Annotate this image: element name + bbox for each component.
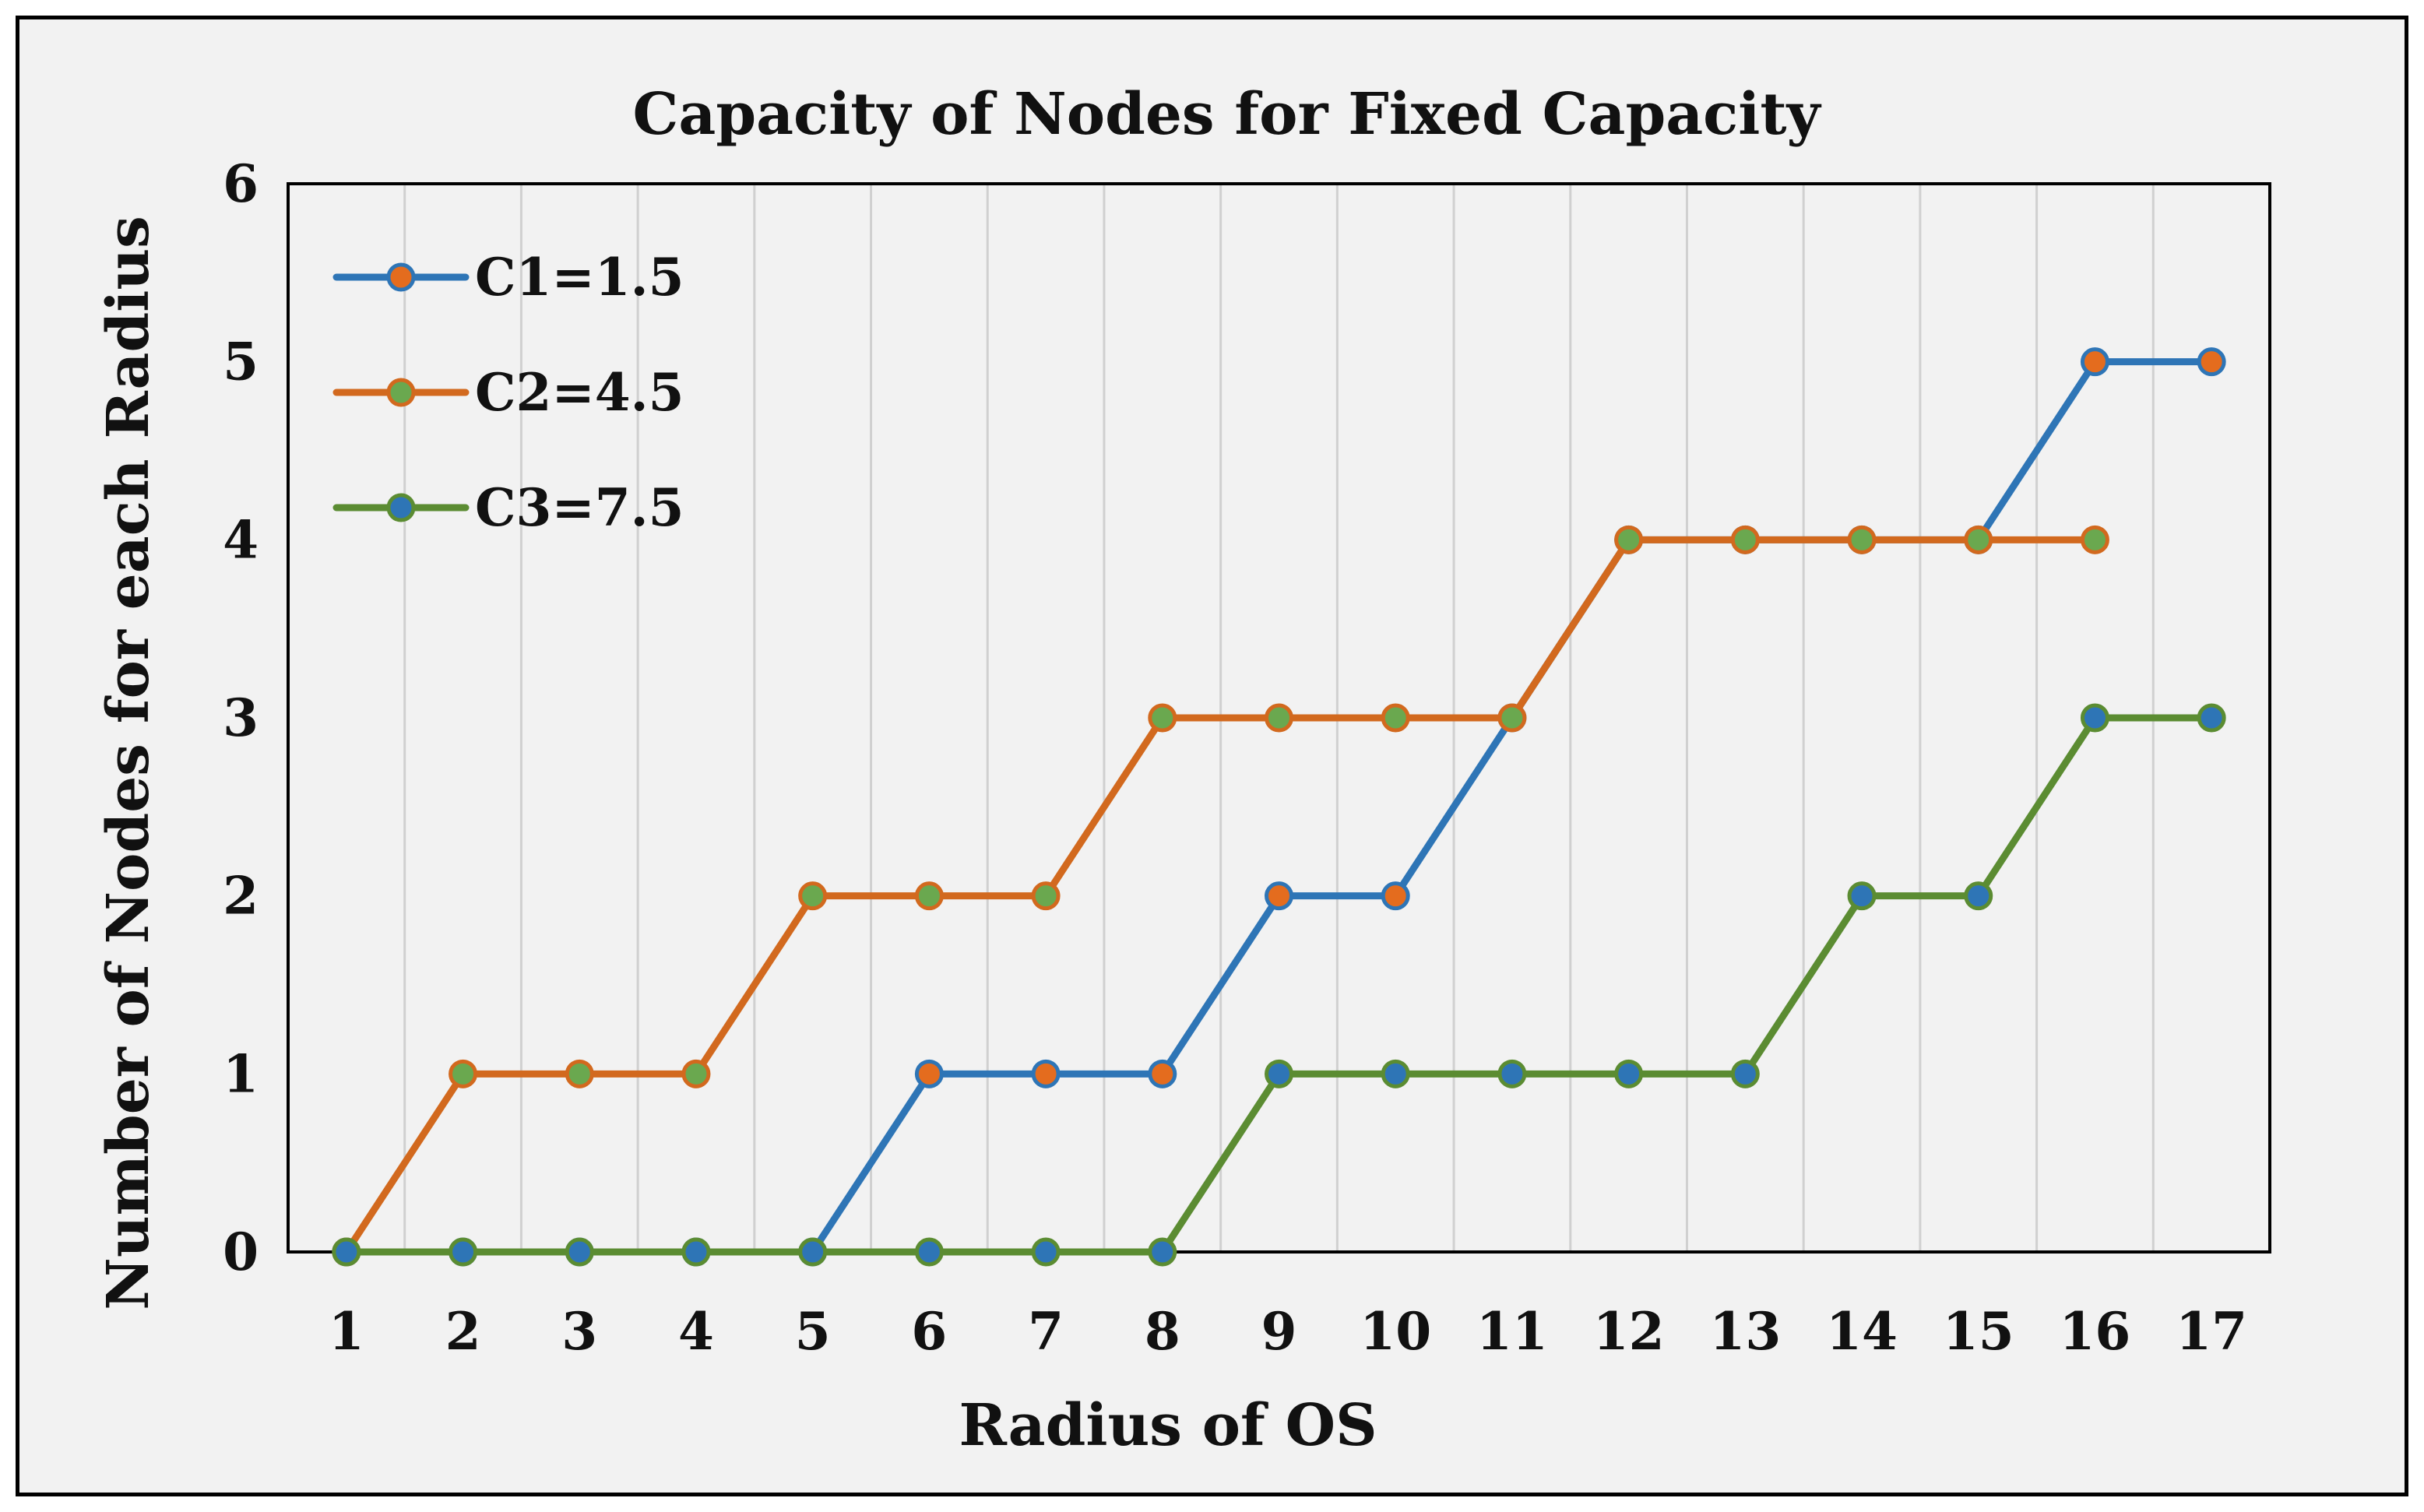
series-3: [332, 703, 2226, 1267]
data-point: [1614, 1059, 1644, 1088]
data-point: [2080, 703, 2109, 733]
x-tick-label: 17: [2176, 1301, 2247, 1362]
x-tick-label: 10: [1360, 1301, 1431, 1362]
data-point: [2080, 347, 2109, 377]
legend-item: C3=7.5: [332, 477, 684, 538]
data-point: [2080, 525, 2109, 554]
legend-item: C1=1.5: [332, 247, 684, 308]
x-tick-label: 16: [2060, 1301, 2131, 1362]
data-point: [1847, 881, 1877, 911]
data-point: [681, 1237, 711, 1267]
data-point: [1964, 525, 1993, 554]
x-tick-label: 7: [1028, 1301, 1064, 1362]
data-point: [565, 1059, 594, 1088]
data-point: [1148, 703, 1177, 733]
data-point: [449, 1237, 478, 1267]
data-point: [681, 1059, 711, 1088]
y-tick-label: 3: [223, 687, 259, 748]
x-tick-label: 13: [1709, 1301, 1781, 1362]
data-point: [1381, 1059, 1410, 1088]
data-point: [1031, 1237, 1061, 1267]
data-point: [1031, 1059, 1061, 1088]
y-tick-label: 5: [223, 332, 259, 392]
series-layer: [332, 347, 2226, 1267]
data-point: [1497, 1059, 1527, 1088]
y-tick-label: 6: [223, 153, 259, 214]
plot-area: [287, 182, 2271, 1254]
data-point: [914, 1237, 944, 1267]
x-tick-label: 3: [561, 1301, 597, 1362]
data-point: [1265, 703, 1293, 733]
chart-title: Capacity of Nodes for Fixed Capacity: [632, 81, 1821, 148]
x-axis-ticks: 1 2 3 4 5 6 7 8 9 10 11 12 13 14 15 16 17: [329, 1301, 2247, 1362]
data-point: [914, 1059, 944, 1088]
legend-marker: [386, 378, 416, 407]
data-point: [1730, 1059, 1760, 1088]
series-line: [343, 714, 2215, 1256]
data-point: [1614, 525, 1644, 554]
legend-label: C3=7.5: [475, 477, 684, 538]
x-tick-label: 5: [795, 1301, 831, 1362]
data-point: [1730, 525, 1760, 554]
x-tick-label: 9: [1261, 1301, 1297, 1362]
x-tick-label: 4: [678, 1301, 714, 1362]
x-tick-label: 6: [911, 1301, 947, 1362]
legend-item: C2=4.5: [332, 362, 684, 423]
data-point: [565, 1237, 594, 1267]
data-point: [2197, 703, 2226, 733]
series-2: [332, 525, 2109, 1267]
y-tick-label: 2: [223, 866, 259, 927]
legend-marker: [386, 493, 416, 522]
legend: C1=1.5 C2=4.5 C3=7.5: [332, 247, 684, 538]
legend-marker: [386, 262, 416, 292]
data-point: [2197, 347, 2226, 377]
legend-label: C1=1.5: [475, 247, 684, 308]
x-tick-label: 1: [329, 1301, 364, 1362]
x-tick-label: 8: [1145, 1301, 1180, 1362]
data-point: [1031, 881, 1061, 911]
data-point: [798, 881, 828, 911]
data-point: [1265, 1059, 1293, 1088]
legend-label: C2=4.5: [475, 362, 684, 423]
y-tick-label: 1: [223, 1043, 259, 1104]
y-tick-label: 0: [223, 1222, 259, 1282]
x-axis-title: Radius of OS: [959, 1392, 1377, 1459]
data-point: [1148, 1059, 1177, 1088]
y-axis-title: Number of Nodes for each Radius: [95, 216, 162, 1310]
data-point: [914, 881, 944, 911]
x-tick-label: 12: [1593, 1301, 1665, 1362]
y-axis-ticks: 0 1 2 3 4 5 6: [223, 153, 259, 1282]
data-point: [798, 1237, 828, 1267]
data-point: [1265, 881, 1293, 911]
series-line: [343, 536, 2099, 1256]
data-point: [1381, 881, 1410, 911]
data-point: [449, 1059, 478, 1088]
data-point: [1497, 703, 1527, 733]
data-point: [1847, 525, 1877, 554]
data-point: [1964, 881, 1993, 911]
data-point: [1148, 1237, 1177, 1267]
x-tick-label: 14: [1826, 1301, 1898, 1362]
x-tick-label: 11: [1476, 1301, 1548, 1362]
x-tick-label: 2: [445, 1301, 481, 1362]
data-point: [1381, 703, 1410, 733]
data-point: [332, 1237, 361, 1267]
y-tick-label: 4: [223, 509, 259, 570]
x-tick-label: 15: [1943, 1301, 2014, 1362]
